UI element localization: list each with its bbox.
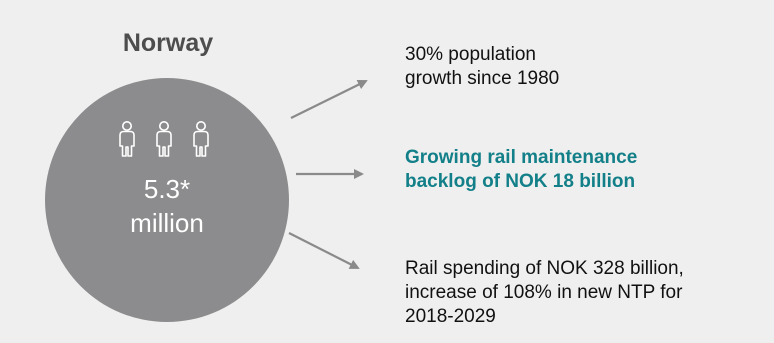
outcome-population-growth: 30% population growth since 1980 xyxy=(405,43,665,91)
population-unit: million xyxy=(130,208,204,238)
outcome-text: Rail spending of NOK 328 billion, increa… xyxy=(405,258,684,327)
country-title: Norway xyxy=(122,29,214,57)
population-circle xyxy=(45,78,289,322)
person-icon xyxy=(119,121,135,157)
arrow-up-icon xyxy=(290,80,368,119)
outcome-text: 30% population growth since 1980 xyxy=(405,44,560,89)
people-icon-group xyxy=(119,121,209,157)
outcome-rail-spending: Rail spending of NOK 328 billion, increa… xyxy=(405,257,765,329)
person-icon xyxy=(193,121,209,157)
population-label: 5.3* million xyxy=(67,172,267,240)
arrow-down-icon xyxy=(288,232,360,269)
outcome-text: Growing rail maintenance backlog of NOK … xyxy=(405,147,638,192)
population-value: 5.3* xyxy=(143,174,191,204)
person-icon xyxy=(156,121,172,157)
outcome-maintenance-backlog: Growing rail maintenance backlog of NOK … xyxy=(405,146,745,194)
